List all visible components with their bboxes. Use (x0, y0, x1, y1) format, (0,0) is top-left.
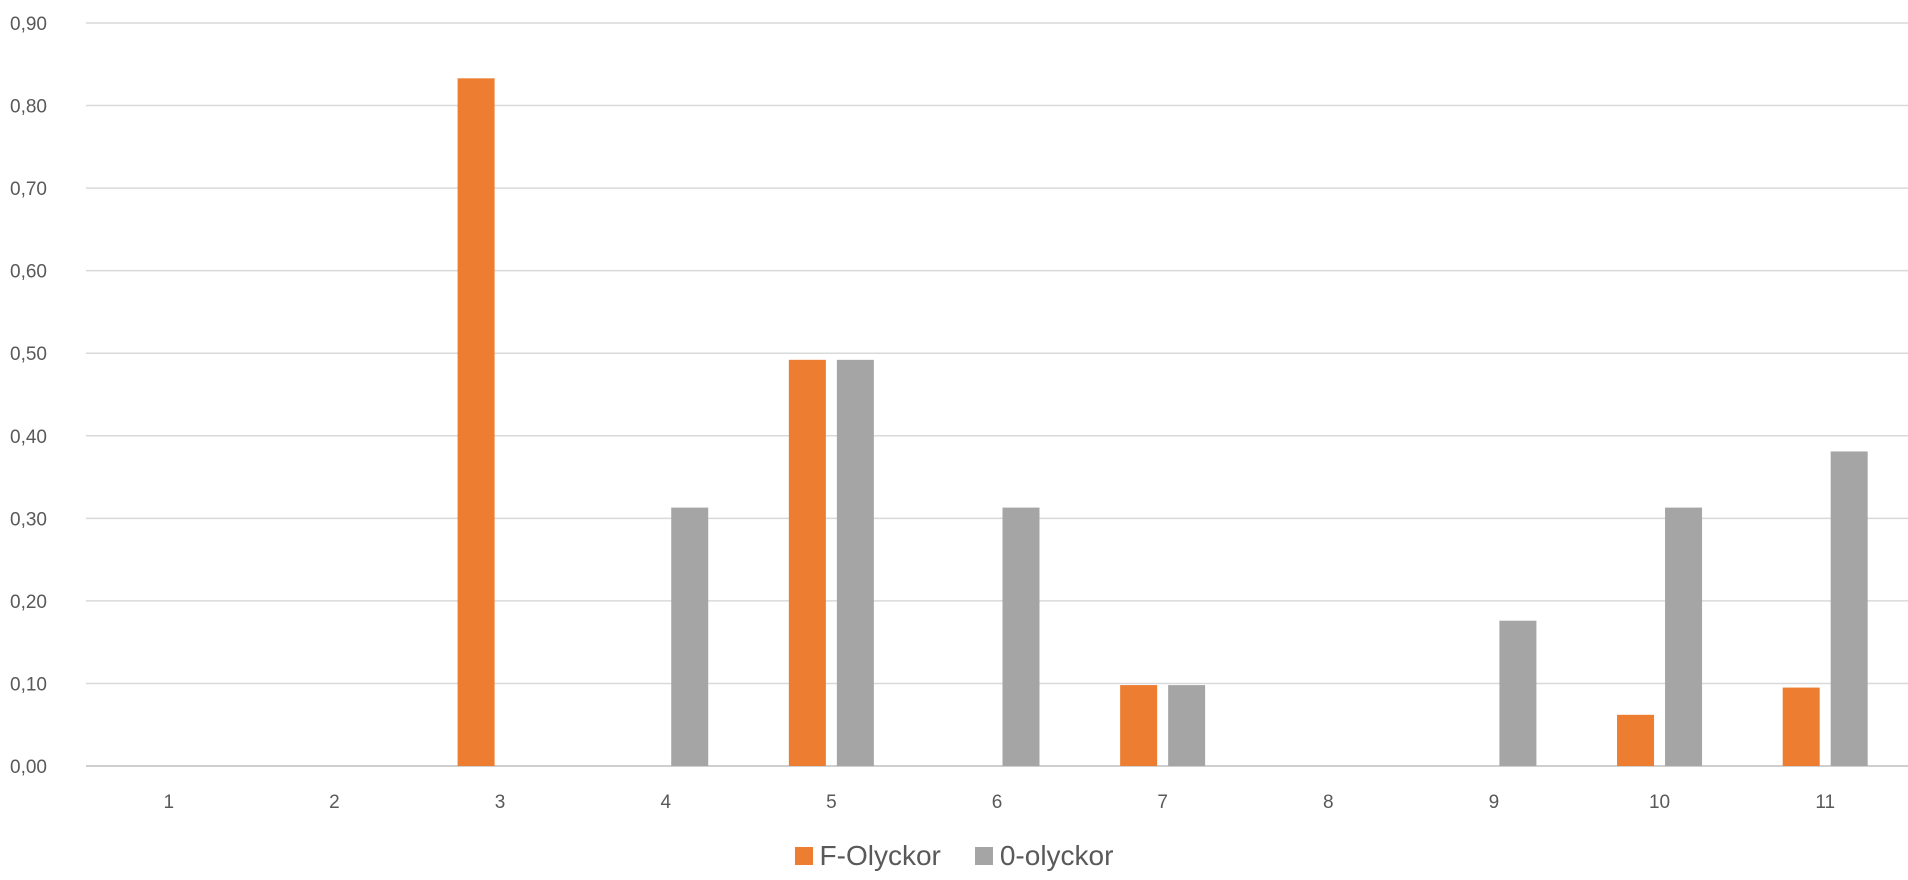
y-tick-label: 0,00 (10, 757, 47, 778)
x-tick-label: 11 (1815, 792, 1835, 813)
bars (457, 78, 1868, 766)
y-tick-label: 0,80 (10, 97, 47, 118)
bar-f-olyckor-3 (457, 78, 495, 766)
legend-swatch-f-olyckor (794, 847, 813, 865)
x-tick-label: 3 (495, 792, 506, 813)
bar-0-olyckor-9 (1499, 620, 1537, 766)
bar-f-olyckor-11 (1782, 687, 1820, 766)
bar-0-olyckor-4 (671, 507, 709, 766)
y-tick-label: 0,60 (10, 262, 47, 283)
x-tick-label: 1 (164, 792, 175, 813)
bar-0-olyckor-5 (836, 359, 874, 766)
bar-chart: 0,00 0,10 0,20 0,30 0,40 0,50 0,60 0,70 0,80 0,90… (10, 14, 1908, 813)
x-tick-label: 4 (660, 792, 671, 813)
x-tick-label: 7 (1157, 792, 1168, 813)
x-tick-label: 6 (992, 792, 1003, 813)
legend-item-f-olyckor: F-Olyckor (794, 840, 941, 872)
bar-f-olyckor-5 (788, 359, 826, 766)
legend-label-f-olyckor: F-Olyckor (819, 840, 941, 871)
y-tick-label: 0,70 (10, 179, 47, 200)
x-axis-tick-labels: 1 2 3 4 5 6 7 8 9 10 11 (164, 792, 1836, 813)
y-tick-label: 0,50 (10, 344, 47, 365)
y-tick-label: 0,30 (10, 509, 47, 530)
bar-0-olyckor-11 (1830, 451, 1868, 766)
x-tick-label: 5 (826, 792, 837, 813)
legend-swatch-0-olyckor (974, 847, 993, 865)
bar-f-olyckor-7 (1120, 685, 1158, 766)
y-tick-label: 0,90 (10, 14, 47, 35)
y-tick-label: 0,10 (10, 674, 47, 695)
y-axis-tick-labels: 0,00 0,10 0,20 0,30 0,40 0,50 0,60 0,70 0,80 0,90 (10, 14, 47, 778)
x-tick-label: 2 (329, 792, 340, 813)
legend: F-Olyckor 0-olyckor (0, 840, 1908, 872)
bar-0-olyckor-10 (1665, 507, 1703, 766)
bar-0-olyckor-7 (1168, 685, 1206, 766)
y-tick-label: 0,20 (10, 592, 47, 613)
bar-0-olyckor-6 (1002, 507, 1040, 766)
gridlines (86, 22, 1908, 767)
y-tick-label: 0,40 (10, 427, 47, 448)
bar-f-olyckor-10 (1617, 714, 1655, 766)
x-tick-label: 9 (1489, 792, 1500, 813)
legend-item-0-olyckor: 0-olyckor (974, 840, 1114, 872)
x-tick-label: 8 (1323, 792, 1334, 813)
x-tick-label: 10 (1649, 792, 1670, 813)
legend-label-0-olyckor: 0-olyckor (999, 840, 1114, 871)
